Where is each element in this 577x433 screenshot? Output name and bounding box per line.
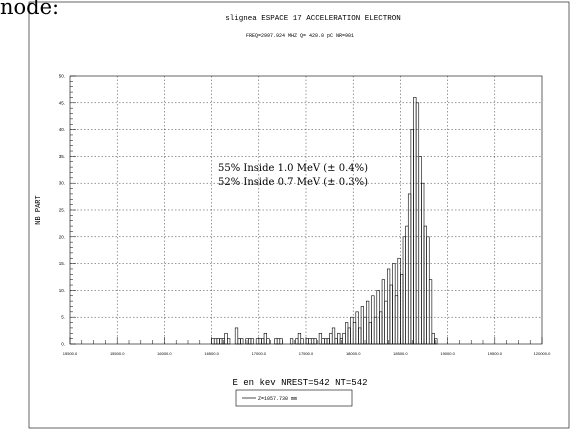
histogram-bar: [279, 338, 283, 345]
y-tick-label: 30.: [59, 181, 65, 186]
x-tick-label: 17500.0: [299, 351, 314, 356]
y-tick-label: 25.: [59, 208, 65, 213]
x-tick-label: 19000.0: [440, 351, 455, 356]
x-tick-label: 17000.0: [252, 351, 267, 356]
y-axis-label: NB PART: [35, 195, 43, 224]
x-ticks: 15500.0 15500.0 16000.0 16500.0 17000.0 17500…: [63, 337, 551, 356]
grid-lines: [70, 76, 542, 344]
x-tick-label: 15500.0: [110, 351, 125, 356]
legend-box: [235, 389, 353, 407]
histogram-bar: [227, 338, 231, 345]
y-tick-label: 40.: [59, 127, 65, 132]
chart-title: slignea ESPACE 17 ACCELERATION ELECTRON: [225, 15, 401, 23]
legend-entry: Z=1057.730 mm: [258, 396, 297, 402]
y-tick-label: 50.: [59, 74, 65, 79]
histogram-bar: [240, 338, 244, 345]
x-tick-label: 15500.0: [63, 351, 78, 356]
chart-frame: [28, 1, 570, 429]
y-tick-label: 15.: [59, 261, 65, 266]
y-tick-label: 10.: [59, 288, 65, 293]
chart-subtitle: FREQ=2997.924 MHZ Q= 420.0 pC NR=901: [246, 33, 354, 39]
histogram-bar: [289, 338, 294, 345]
annotation-line-2: 52% Inside 0.7 MeV (± 0.3%): [218, 177, 368, 188]
x-tick-label: 18000.0: [346, 351, 361, 356]
x-axis-label: E en kev NREST=542 NT=542: [232, 378, 367, 388]
x-tick-label: 16500.0: [204, 351, 219, 356]
y-tick-label: 0.: [61, 342, 65, 347]
histogram-bar: [434, 338, 438, 345]
histogram-bar: [300, 338, 304, 345]
header-fragment: node:: [0, 0, 59, 19]
histogram-bar: [313, 338, 317, 345]
x-tick-label: 120000.0: [534, 351, 551, 356]
y-tick-label: 35.: [59, 154, 65, 159]
y-tick-label: 45.: [59, 100, 65, 105]
histogram-bar: [266, 338, 270, 345]
histogram-bar: [250, 338, 254, 345]
y-tick-label: 5.: [61, 315, 65, 320]
x-tick-label: 16000.0: [157, 351, 172, 356]
annotation-line-1: 55% Inside 1.0 MeV (± 0.4%): [218, 163, 368, 174]
histogram-bar: [428, 279, 433, 345]
histogram: [211, 97, 438, 345]
y-ticks: 0. 5. 10. 15. 20. 25. 30. 35. 40. 45. 50.: [59, 74, 76, 347]
x-tick-label: 19500.0: [488, 351, 503, 356]
histogram-bar: [331, 327, 336, 345]
y-tick-label: 20.: [59, 234, 65, 239]
legend: Z=1057.730 mm: [235, 389, 353, 407]
histogram-bar: [234, 327, 239, 345]
x-tick-label: 18500.0: [393, 351, 408, 356]
